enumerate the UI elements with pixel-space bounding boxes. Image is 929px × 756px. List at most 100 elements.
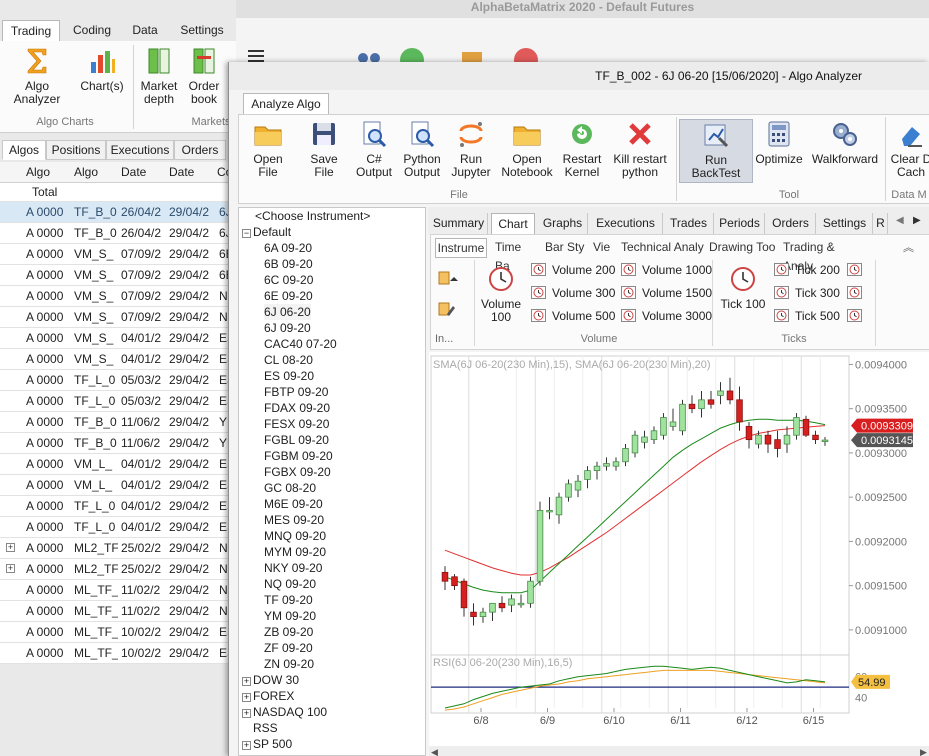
tick-option-extra-button[interactable]: [847, 286, 868, 300]
tab-settings[interactable]: Settings: [180, 23, 224, 37]
tree-item-instrument[interactable]: MES 09-20: [264, 513, 325, 527]
tree-group[interactable]: RSS: [253, 720, 278, 736]
content-tab-executions[interactable]: Executions: [589, 213, 663, 234]
restart-kernel-button[interactable]: Restart Kernel: [557, 119, 607, 179]
tab-data[interactable]: Data: [132, 23, 158, 37]
col-header[interactable]: Date: [121, 165, 147, 179]
table-row[interactable]: + A 0000 ML2_TF 25/02/2 29/04/2 N: [0, 538, 232, 559]
table-row[interactable]: A 0000 VM_S_ 07/09/2 29/04/2 N: [0, 307, 232, 328]
tree-item-instrument[interactable]: MNQ 09-20: [264, 529, 327, 543]
table-row[interactable]: A 0000 ML_TF_ 11/02/2 29/04/2 N: [0, 580, 232, 601]
expand-row-icon[interactable]: +: [6, 564, 15, 573]
tree-item-instrument[interactable]: ES 09-20: [264, 369, 315, 383]
collapse-ribbon-icon[interactable]: ︽: [903, 242, 914, 254]
tree-item-instrument[interactable]: CAC40 07-20: [264, 337, 337, 351]
content-tab-chart[interactable]: Chart: [491, 213, 535, 234]
tree-item-instrument[interactable]: FBTP 09-20: [264, 385, 329, 399]
content-tab-periods[interactable]: Periods: [715, 213, 765, 234]
chart-subtab[interactable]: Trading & Analy: [783, 240, 835, 273]
chart-subtab[interactable]: Time Ba: [495, 240, 522, 273]
tree-item-instrument[interactable]: CL 08-20: [264, 353, 313, 367]
tree-item-instrument[interactable]: 6A 09-20: [264, 241, 313, 255]
expand-icon[interactable]: +: [242, 708, 251, 718]
grid-tab-algos[interactable]: Algos: [2, 140, 46, 160]
table-row[interactable]: A 0000 TF_B_0 26/04/2 29/04/2 6J: [0, 223, 232, 244]
table-row[interactable]: + A 0000 ML2_TF 25/02/2 29/04/2 N: [0, 559, 232, 580]
tick-100-button[interactable]: Tick 100: [719, 264, 767, 311]
optimize-button[interactable]: Optimize: [755, 119, 803, 166]
chart-subtab[interactable]: Vie: [593, 240, 611, 254]
algo-analyzer-button[interactable]: Algo Analyzer: [2, 46, 72, 106]
tick-option-button[interactable]: Tick 200: [774, 263, 840, 277]
chart-subtab[interactable]: Technical Analy: [621, 240, 704, 254]
tick-option-button[interactable]: Tick 500: [774, 309, 840, 323]
price-chart[interactable]: 0.0094000 0.0093500 0.0093000 0.0092500 0.00…: [429, 352, 929, 756]
instrument-edit-button[interactable]: [437, 300, 457, 320]
save-file-button[interactable]: Save File: [299, 119, 349, 179]
tree-item-instrument[interactable]: FDAX 09-20: [264, 401, 331, 415]
tick-option-button[interactable]: Tick 300: [774, 286, 840, 300]
tree-group[interactable]: + SP 500: [242, 736, 292, 752]
tree-group[interactable]: + FOREX: [242, 688, 294, 704]
col-header[interactable]: Algo: [74, 165, 99, 179]
tree-item-instrument[interactable]: 6J 06-20: [264, 304, 311, 320]
cs-output-button[interactable]: C# Output: [353, 119, 395, 179]
tab-coding[interactable]: Coding: [72, 23, 112, 37]
clear-cache-button[interactable]: Clear D Cach: [889, 119, 929, 179]
tree-item-instrument[interactable]: GC 08-20: [264, 481, 317, 495]
tree-item-instrument[interactable]: FGBM 09-20: [264, 449, 333, 463]
tree-item-instrument[interactable]: TF 09-20: [264, 593, 313, 607]
tab-analyze-algo[interactable]: Analyze Algo: [243, 93, 329, 115]
tab-trading[interactable]: Trading: [2, 20, 60, 42]
volume-option-button[interactable]: Volume 1500: [621, 286, 712, 300]
tree-item-instrument[interactable]: MYM 09-20: [264, 545, 327, 559]
open-file-button[interactable]: Open File: [243, 119, 293, 179]
tab-scroll-left-icon[interactable]: ◀: [896, 215, 904, 226]
chart-subtab[interactable]: Instrume: [435, 238, 487, 258]
tree-item-instrument[interactable]: ZF 09-20: [264, 641, 313, 655]
volume-option-button[interactable]: Volume 300: [531, 286, 615, 300]
tree-item-instrument[interactable]: 6B 09-20: [264, 257, 313, 271]
kill-python-button[interactable]: Kill restart python: [609, 119, 671, 179]
run-jupyter-button[interactable]: Run Jupyter: [449, 119, 493, 179]
tree-item-instrument[interactable]: FGBX 09-20: [264, 465, 331, 479]
table-row[interactable]: A 0000 VM_S_ 07/09/2 29/04/2 N: [0, 286, 232, 307]
volume-option-button[interactable]: Volume 1000: [621, 263, 712, 277]
charts-button[interactable]: Chart(s): [78, 46, 126, 93]
tree-item-instrument[interactable]: ZB 09-20: [264, 625, 314, 639]
volume-option-button[interactable]: Volume 3000: [621, 309, 712, 323]
tab-scroll-right-icon[interactable]: ▶: [913, 215, 921, 226]
chart-subtab[interactable]: Drawing Too: [709, 240, 776, 254]
expand-icon[interactable]: +: [242, 740, 251, 750]
tree-item-instrument[interactable]: 6J 09-20: [264, 321, 311, 335]
expand-row-icon[interactable]: +: [6, 543, 15, 552]
content-tab-settings[interactable]: Settings: [817, 213, 873, 234]
instrument-select-button[interactable]: [437, 270, 465, 290]
table-row[interactable]: A 0000 ML_TF_ 11/02/2 29/04/2 N: [0, 601, 232, 622]
tick-option-extra-button[interactable]: [847, 263, 868, 277]
tree-item-instrument[interactable]: ZN 09-20: [264, 657, 315, 671]
collapse-icon[interactable]: −: [242, 228, 251, 238]
content-tab-summary[interactable]: Summary: [430, 213, 488, 234]
order-book-button[interactable]: Order book: [184, 46, 224, 106]
expand-icon[interactable]: +: [242, 692, 251, 702]
expand-icon[interactable]: +: [242, 676, 251, 686]
content-tab-r[interactable]: R: [874, 213, 888, 234]
content-tab-graphs[interactable]: Graphs: [538, 213, 588, 234]
market-depth-button[interactable]: Market depth: [138, 46, 180, 106]
table-row[interactable]: A 0000 TF_B_0 26/04/2 29/04/2 6J: [0, 202, 232, 223]
choose-instrument-item[interactable]: <Choose Instrument>: [255, 209, 371, 223]
chart-subtab[interactable]: Bar Sty: [545, 240, 585, 254]
run-backtest-button[interactable]: Run BackTest: [679, 119, 753, 183]
volume-option-button[interactable]: Volume 500: [531, 309, 615, 323]
tree-item-instrument[interactable]: 6C 09-20: [264, 273, 314, 287]
